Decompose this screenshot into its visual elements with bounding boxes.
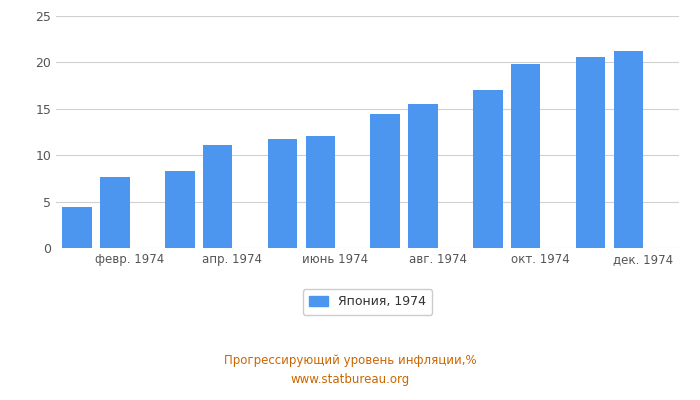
Text: Прогрессирующий уровень инфляции,%
www.statbureau.org: Прогрессирующий уровень инфляции,% www.s… <box>224 354 476 386</box>
Bar <box>511 64 540 248</box>
Bar <box>306 136 335 248</box>
Bar <box>614 51 643 248</box>
Legend: Япония, 1974: Япония, 1974 <box>303 289 432 314</box>
Bar <box>473 90 503 248</box>
Bar <box>267 140 297 248</box>
Bar <box>165 171 195 248</box>
Bar <box>62 207 92 248</box>
Bar <box>408 104 438 248</box>
Bar <box>100 178 130 248</box>
Bar <box>203 145 232 248</box>
Bar <box>370 114 400 248</box>
Bar <box>575 57 606 248</box>
